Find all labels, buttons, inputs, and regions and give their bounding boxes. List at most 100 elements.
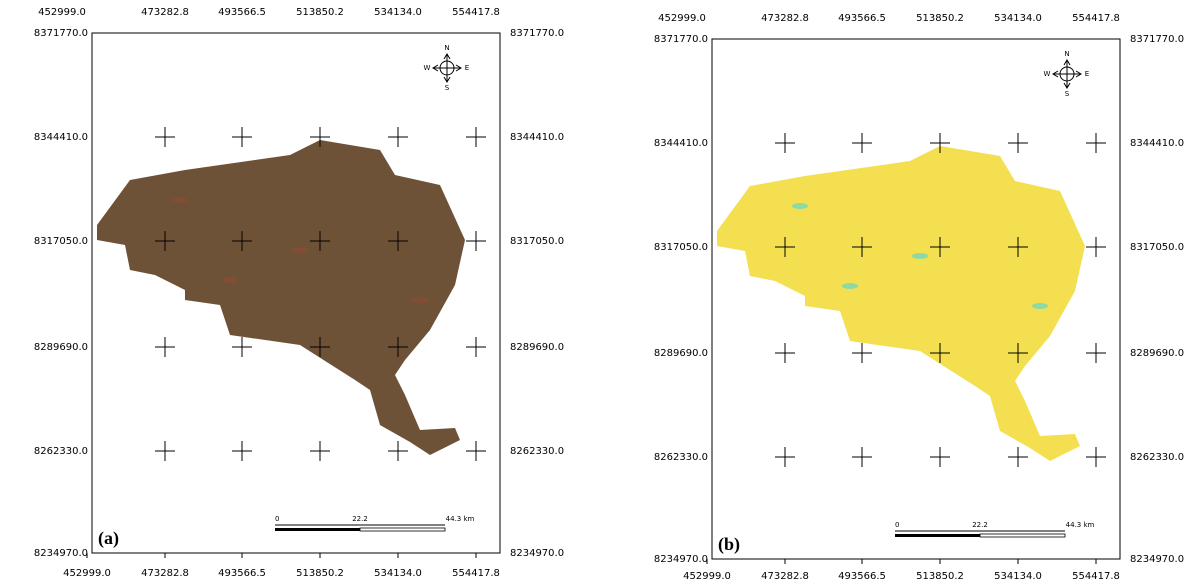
y-coord-right: 8289690.0	[510, 342, 564, 353]
x-coord-top: 513850.2	[296, 7, 344, 18]
scale-label: 22.2	[352, 515, 368, 523]
grid-cross	[155, 337, 175, 357]
y-coord-right: 8317050.0	[1130, 242, 1184, 253]
scale-bar-black	[275, 528, 360, 531]
panel-label: (a)	[98, 528, 119, 549]
grid-cross	[775, 133, 795, 153]
compass-n: N	[444, 44, 449, 52]
region-detail	[842, 283, 858, 289]
compass-w: W	[1044, 70, 1051, 78]
x-coord-top: 452999.0	[38, 7, 86, 18]
y-coord-left: 8371770.0	[654, 34, 708, 45]
x-coord-bottom: 554417.8	[1072, 571, 1120, 581]
region	[717, 146, 1085, 461]
grid-cross	[1086, 343, 1106, 363]
region-detail	[792, 203, 808, 209]
grid-cross	[466, 337, 486, 357]
x-coord-top: 513850.2	[916, 13, 964, 24]
region-detail	[292, 247, 308, 253]
grid-cross	[1008, 447, 1028, 467]
compass-e: E	[465, 64, 469, 72]
compass-s: S	[445, 84, 450, 92]
y-coord-left: 8317050.0	[654, 242, 708, 253]
x-coord-top: 473282.8	[761, 13, 809, 24]
grid-cross	[466, 441, 486, 461]
scale-label: 22.2	[972, 521, 988, 529]
grid-cross	[310, 441, 330, 461]
x-coord-bottom: 452999.0	[63, 568, 111, 579]
grid-cross	[155, 127, 175, 147]
region-detail	[222, 277, 238, 283]
y-coord-left: 8371770.0	[34, 28, 88, 39]
y-coord-right: 8289690.0	[1130, 348, 1184, 359]
x-coord-top: 493566.5	[218, 7, 266, 18]
grid-cross	[388, 127, 408, 147]
map-panel: 452999.0452999.0473282.8473282.8493566.5…	[34, 7, 564, 579]
compass-w: W	[424, 64, 431, 72]
scale-label: 44.3 km	[1066, 521, 1095, 529]
y-coord-right: 8262330.0	[1130, 452, 1184, 463]
grid-cross	[155, 441, 175, 461]
compass-arrows	[1053, 60, 1081, 88]
compass-e: E	[1085, 70, 1089, 78]
scale-label: 0	[275, 515, 279, 523]
grid-cross	[852, 343, 872, 363]
y-coord-left: 8289690.0	[34, 342, 88, 353]
x-coord-top: 534134.0	[374, 7, 422, 18]
x-coord-top: 534134.0	[994, 13, 1042, 24]
x-coord-bottom: 473282.8	[141, 568, 189, 579]
x-coord-bottom: 554417.8	[452, 568, 500, 579]
compass-n: N	[1064, 50, 1069, 58]
grid-cross	[232, 127, 252, 147]
grid-cross	[775, 343, 795, 363]
y-coord-right: 8262330.0	[510, 446, 564, 457]
region-detail	[412, 297, 428, 303]
y-coord-left: 8344410.0	[654, 138, 708, 149]
x-coord-top: 554417.8	[452, 7, 500, 18]
y-coord-right: 8371770.0	[1130, 34, 1184, 45]
y-coord-left: 8344410.0	[34, 132, 88, 143]
region-detail	[172, 197, 188, 203]
x-coord-top: 493566.5	[838, 13, 886, 24]
panel-label: (b)	[718, 534, 740, 555]
scale-bar-white	[980, 534, 1065, 537]
grid-cross	[1086, 447, 1106, 467]
region-detail	[1032, 303, 1048, 309]
y-coord-right: 8344410.0	[510, 132, 564, 143]
x-coord-bottom: 513850.2	[916, 571, 964, 581]
grid-cross	[466, 127, 486, 147]
y-coord-right: 8234970.0	[1130, 554, 1184, 565]
y-coord-left: 8289690.0	[654, 348, 708, 359]
grid-cross	[388, 441, 408, 461]
grid-cross	[775, 447, 795, 467]
grid-cross	[1086, 133, 1106, 153]
y-coord-left: 8234970.0	[654, 554, 708, 565]
y-coord-left: 8317050.0	[34, 236, 88, 247]
y-coord-left: 8262330.0	[34, 446, 88, 457]
y-coord-left: 8234970.0	[34, 548, 88, 559]
grid-cross	[930, 447, 950, 467]
x-coord-top: 452999.0	[658, 13, 706, 24]
y-coord-right: 8344410.0	[1130, 138, 1184, 149]
grid-cross	[232, 337, 252, 357]
scale-label: 44.3 km	[446, 515, 475, 523]
compass-s: S	[1065, 90, 1070, 98]
y-coord-left: 8262330.0	[654, 452, 708, 463]
grid-cross	[232, 441, 252, 461]
grid-cross	[852, 133, 872, 153]
grid-cross	[1086, 237, 1106, 257]
y-coord-right: 8317050.0	[510, 236, 564, 247]
x-coord-top: 554417.8	[1072, 13, 1120, 24]
y-coord-right: 8234970.0	[510, 548, 564, 559]
region-detail	[912, 253, 928, 259]
x-coord-bottom: 493566.5	[838, 571, 886, 581]
x-coord-bottom: 534134.0	[374, 568, 422, 579]
figure: 452999.0 452999.0 473282.8 473282.8 493566.5…	[0, 0, 1204, 581]
grid-cross	[852, 447, 872, 467]
x-coord-bottom: 534134.0	[994, 571, 1042, 581]
scale-bar-black	[895, 534, 980, 537]
x-coord-bottom: 452999.0	[683, 571, 731, 581]
map-panel: 452999.0 452999.0 473282.8 473282.8 493566.5…	[654, 13, 1184, 581]
x-coord-bottom: 473282.8	[761, 571, 809, 581]
grid-cross	[1008, 133, 1028, 153]
